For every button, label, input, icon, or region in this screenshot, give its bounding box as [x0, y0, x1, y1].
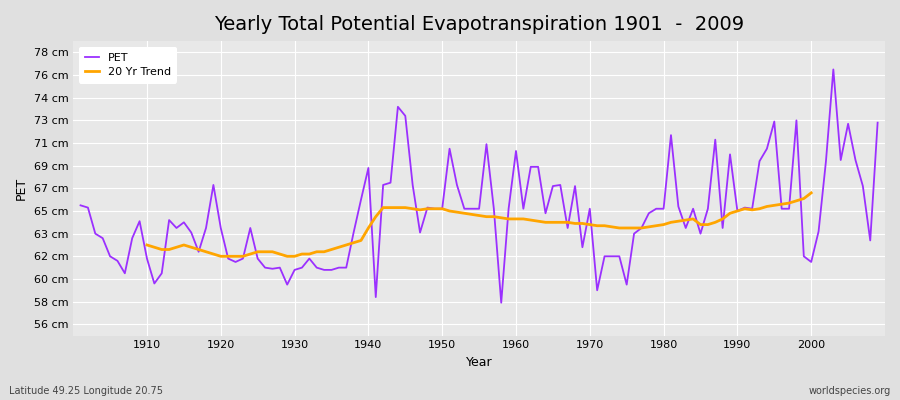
20 Yr Trend — [215, 254, 226, 259]
20 Yr Trend — [710, 220, 721, 225]
PET — [134, 219, 145, 224]
PET — [518, 206, 529, 211]
PET — [341, 265, 352, 270]
20 Yr Trend — [304, 252, 315, 256]
Line: 20 Yr Trend: 20 Yr Trend — [147, 193, 811, 256]
PET — [607, 254, 617, 259]
Y-axis label: PET: PET — [15, 177, 28, 200]
Legend: PET, 20 Yr Trend: PET, 20 Yr Trend — [78, 47, 177, 84]
20 Yr Trend — [230, 254, 241, 259]
Line: PET: PET — [80, 70, 878, 303]
PET — [510, 148, 521, 153]
X-axis label: Year: Year — [466, 356, 492, 369]
PET — [75, 203, 86, 208]
20 Yr Trend — [791, 198, 802, 203]
20 Yr Trend — [798, 196, 809, 201]
20 Yr Trend — [319, 249, 329, 254]
Title: Yearly Total Potential Evapotranspiration 1901  -  2009: Yearly Total Potential Evapotranspiratio… — [214, 15, 744, 34]
Text: worldspecies.org: worldspecies.org — [809, 386, 891, 396]
PET — [828, 67, 839, 72]
20 Yr Trend — [806, 190, 816, 195]
20 Yr Trend — [141, 242, 152, 247]
PET — [496, 300, 507, 305]
PET — [297, 265, 308, 270]
PET — [872, 120, 883, 125]
Text: Latitude 49.25 Longitude 20.75: Latitude 49.25 Longitude 20.75 — [9, 386, 163, 396]
